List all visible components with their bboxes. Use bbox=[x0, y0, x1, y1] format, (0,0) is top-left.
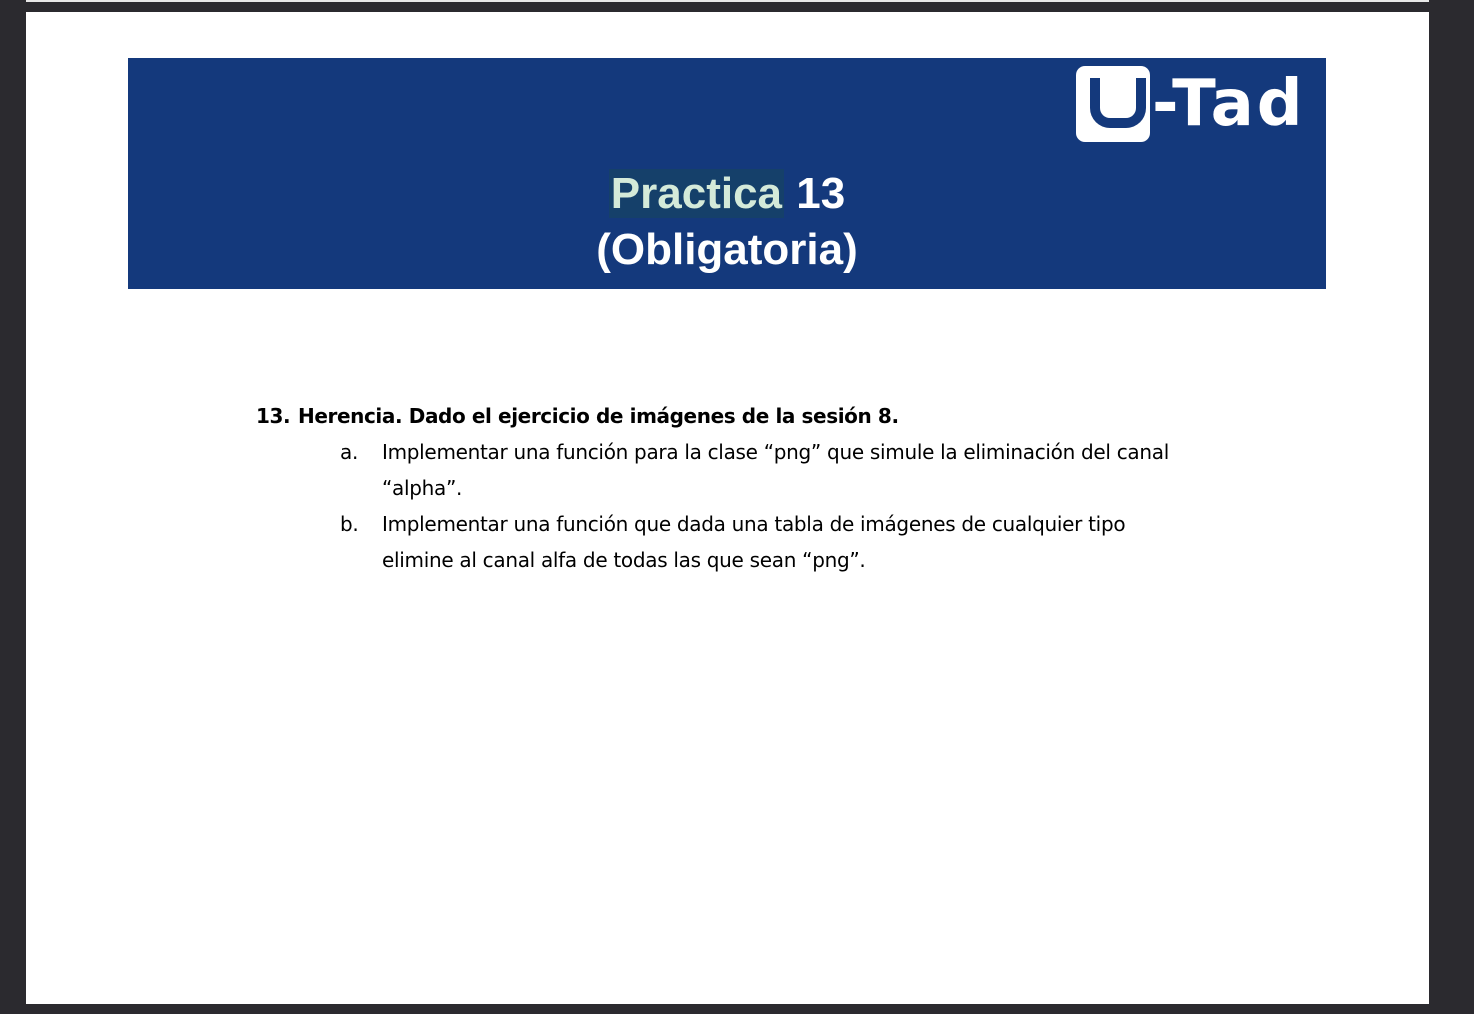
logo-text: -Tad bbox=[1152, 67, 1306, 141]
exercise-number: 13. bbox=[256, 404, 291, 428]
logo-u-badge bbox=[1076, 66, 1150, 142]
title-number: 13 bbox=[784, 169, 846, 218]
exercise-heading-text: Herencia. Dado el ejercicio de imágenes … bbox=[298, 404, 899, 428]
exercise-items: a. Implementar una función para la clase… bbox=[340, 434, 1216, 578]
title-highlight: Practica bbox=[608, 169, 785, 218]
item-letter: b. bbox=[340, 512, 359, 536]
item-text: Implementar una función para la clase “p… bbox=[382, 440, 1169, 500]
utad-logo: -Tad bbox=[1076, 64, 1316, 144]
header-banner: -Tad Practica 13 (Obligatoria) bbox=[128, 58, 1326, 289]
document-page: -Tad Practica 13 (Obligatoria) 13. Heren… bbox=[26, 12, 1429, 1004]
page-title: Practica 13 (Obligatoria) bbox=[128, 166, 1326, 278]
exercise-section: 13. Herencia. Dado el ejercicio de imáge… bbox=[256, 398, 1216, 578]
title-line-1: Practica 13 bbox=[128, 166, 1326, 222]
title-subtitle: (Obligatoria) bbox=[596, 225, 858, 274]
logo-u-shape bbox=[1090, 78, 1146, 128]
top-rule bbox=[26, 0, 1429, 2]
item-letter: a. bbox=[340, 440, 359, 464]
exercise-heading: 13. Herencia. Dado el ejercicio de imáge… bbox=[256, 398, 1216, 434]
list-item: b. Implementar una función que dada una … bbox=[340, 506, 1216, 578]
item-text: Implementar una función que dada una tab… bbox=[382, 512, 1126, 572]
list-item: a. Implementar una función para la clase… bbox=[340, 434, 1216, 506]
